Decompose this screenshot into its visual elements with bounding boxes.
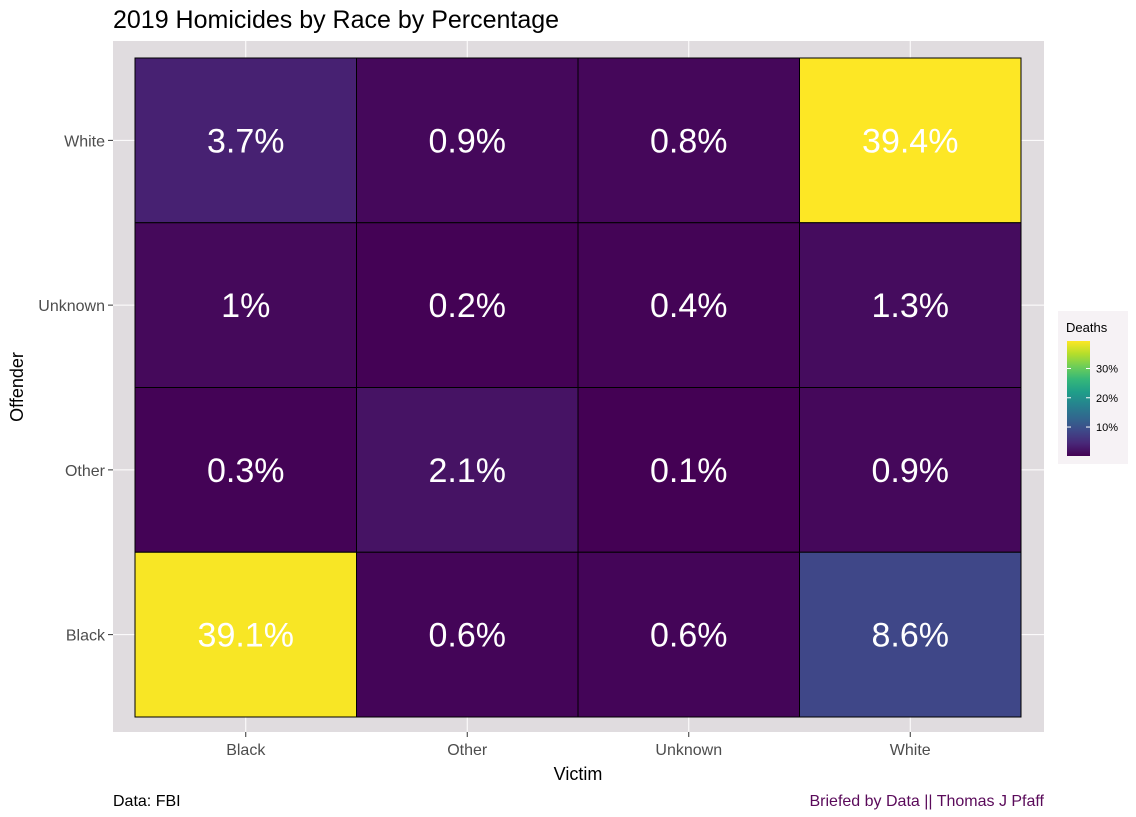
legend-title: Deaths: [1066, 320, 1108, 335]
x-tick-label: Other: [447, 742, 488, 759]
x-axis-title: Victim: [554, 764, 603, 784]
cell-value-label: 0.6%: [429, 617, 507, 655]
legend-tick-label: 20%: [1096, 393, 1118, 405]
cell-value-label: 39.1%: [198, 617, 294, 655]
legend-color-bar: [1067, 341, 1090, 456]
cell-value-label: 0.1%: [650, 452, 728, 490]
cell-value-label: 0.4%: [650, 287, 728, 325]
heatmap-cell: [134, 57, 357, 224]
heatmap-cell: [799, 222, 1022, 388]
x-axis: Black Other Unknown White: [226, 732, 931, 759]
cell-value-label: 0.3%: [207, 452, 285, 490]
y-tick-label: Black: [66, 628, 106, 645]
cell-value-label: 1.3%: [872, 287, 950, 325]
cell-value-label: 3.7%: [207, 122, 285, 160]
heatmap-cell: [577, 57, 800, 224]
heatmap-cell: [134, 222, 357, 388]
cell-value-label: 0.2%: [429, 287, 507, 325]
heatmap-cell: [799, 387, 1022, 553]
heatmap-cell: [577, 222, 800, 388]
heatmap-cell: [799, 551, 1022, 718]
heatmap-cell: [134, 551, 357, 718]
legend-ticks: 10% 20% 30%: [1067, 364, 1118, 434]
heatmap-cell: [134, 387, 357, 553]
cell-value-label: 0.9%: [872, 452, 950, 490]
legend-tick-label: 30%: [1096, 364, 1118, 376]
heatmap-cell: [577, 387, 800, 553]
y-tick-label: Unknown: [38, 298, 105, 315]
cell-value-label: 0.9%: [429, 122, 507, 160]
heatmap-cell: [356, 387, 579, 553]
cell-value-label: 8.6%: [872, 617, 950, 655]
heatmap-cell: [356, 57, 579, 224]
cell-labels: 3.7% 0.9% 0.8% 39.4% 1% 0.2% 0.4% 1.3% 0.3% 2.1% 0…: [198, 122, 959, 654]
heatmap-cell: [577, 551, 800, 718]
caption-source: Data: FBI: [113, 793, 181, 810]
x-tick-label: White: [890, 742, 931, 759]
legend-tick-label: 10%: [1096, 422, 1118, 434]
y-axis: Black Other Unknown White: [38, 133, 113, 645]
heatmap-cell: [356, 222, 579, 388]
color-legend: Deaths 10% 20% 30%: [1058, 311, 1128, 464]
heatmap-cell: [799, 57, 1022, 224]
chart-title: 2019 Homicides by Race by Percentage: [113, 6, 559, 34]
heatmap-cells: [134, 57, 1022, 718]
caption-credit: Briefed by Data || Thomas J Pfaff: [810, 793, 1045, 810]
cell-value-label: 39.4%: [862, 122, 958, 160]
y-axis-title: Offender: [7, 352, 27, 422]
y-tick-label: Other: [65, 463, 106, 480]
x-tick-label: Black: [226, 742, 266, 759]
cell-value-label: 1%: [221, 287, 270, 325]
cell-value-label: 0.8%: [650, 122, 728, 160]
heatmap-cell: [356, 551, 579, 718]
x-tick-label: Unknown: [655, 742, 722, 759]
y-tick-label: White: [64, 133, 105, 150]
cell-value-label: 2.1%: [429, 452, 507, 490]
cell-value-label: 0.6%: [650, 617, 728, 655]
